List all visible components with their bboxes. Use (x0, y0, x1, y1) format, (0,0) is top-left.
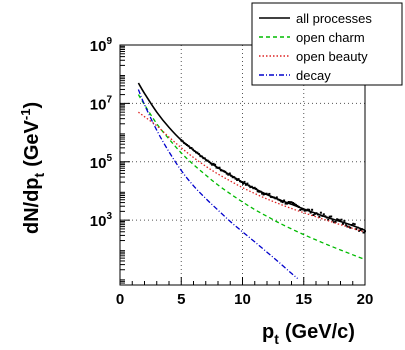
data-point (353, 223, 356, 226)
x-axis-title: pt (GeV/c) (262, 321, 355, 347)
data-point (349, 226, 352, 229)
x-axis-title-unit: (GeV/c) (285, 321, 355, 343)
data-point (293, 202, 296, 205)
data-point (292, 202, 294, 204)
y-axis-title-unit-close: ) (21, 102, 43, 109)
data-point (280, 200, 283, 203)
data-point (287, 201, 290, 203)
legend-label: all processes (296, 11, 372, 26)
data-point (311, 208, 314, 211)
data-point (327, 218, 330, 221)
data-point (212, 162, 215, 165)
legend-box (251, 2, 403, 86)
data-point (355, 228, 358, 231)
data-point (261, 192, 264, 195)
y-axis-title-unit: (GeV (21, 119, 43, 166)
data-point (352, 222, 355, 225)
y-tick-label: 107 (90, 94, 113, 113)
data-point (341, 222, 344, 225)
data-point (299, 208, 302, 211)
legend-label: open beauty (296, 49, 368, 64)
data-point (214, 163, 217, 166)
data-point (322, 213, 325, 216)
data-point (330, 215, 333, 218)
data-point (228, 172, 231, 175)
data-point (343, 219, 346, 222)
legend-label: open charm (296, 30, 365, 45)
data-point (331, 219, 334, 222)
data-point (242, 182, 244, 185)
x-axis-title-main: p (262, 321, 274, 343)
data-point (243, 180, 246, 183)
x-tick-label: 20 (357, 291, 374, 308)
series-line-all-processes (137, 82, 366, 232)
data-point (339, 219, 341, 222)
data-point (283, 199, 286, 202)
axes: 0 5 10 15 20 103 105 107 109 (90, 36, 374, 308)
series-layer (137, 82, 366, 280)
data-point (246, 182, 249, 185)
data-point (262, 193, 265, 196)
series-line-decay (137, 89, 299, 280)
x-tick-label: 10 (234, 291, 251, 308)
data-point (256, 190, 259, 193)
data-point (336, 218, 339, 221)
x-tick-label: 15 (295, 291, 312, 308)
data-point (312, 214, 315, 216)
series-line-open-charm (137, 94, 366, 261)
legend-label: decay (296, 68, 331, 83)
data-point (289, 201, 291, 204)
y-axis-title-sub: t (31, 172, 47, 177)
data-point (346, 225, 349, 228)
y-axis-title-main: dN/dp (21, 177, 43, 234)
y-axis-title: dN/dpt (GeV-1) (18, 102, 47, 234)
y-tick-label: 103 (90, 211, 113, 230)
data-point (328, 215, 331, 218)
x-tick-label: 5 (177, 291, 185, 308)
data-point (284, 202, 287, 205)
data-point (268, 192, 271, 195)
data-point (306, 208, 309, 211)
data-point (340, 218, 343, 221)
data-point (337, 218, 340, 221)
data-point (334, 220, 337, 223)
data-point (275, 196, 278, 199)
data-point (286, 202, 289, 205)
y-tick-label: 105 (90, 153, 113, 172)
x-tick-label: 0 (116, 291, 124, 308)
data-point (218, 166, 221, 169)
data-point (362, 231, 365, 234)
data-point (303, 209, 306, 212)
data-point (290, 201, 293, 204)
x-axis-title-sub: t (274, 331, 279, 347)
y-axis-title-unit-sup: -1 (18, 109, 33, 121)
data-point (318, 215, 321, 218)
data-point (344, 224, 347, 227)
legend: all processes open charm open beauty decay (251, 2, 403, 86)
data-point (319, 211, 322, 214)
data-point (308, 208, 311, 211)
data-point (309, 211, 312, 214)
data-point (333, 221, 336, 224)
y-tick-label: 109 (90, 36, 113, 55)
data-point (281, 201, 284, 204)
data-point (359, 229, 362, 231)
data-point (294, 203, 297, 206)
